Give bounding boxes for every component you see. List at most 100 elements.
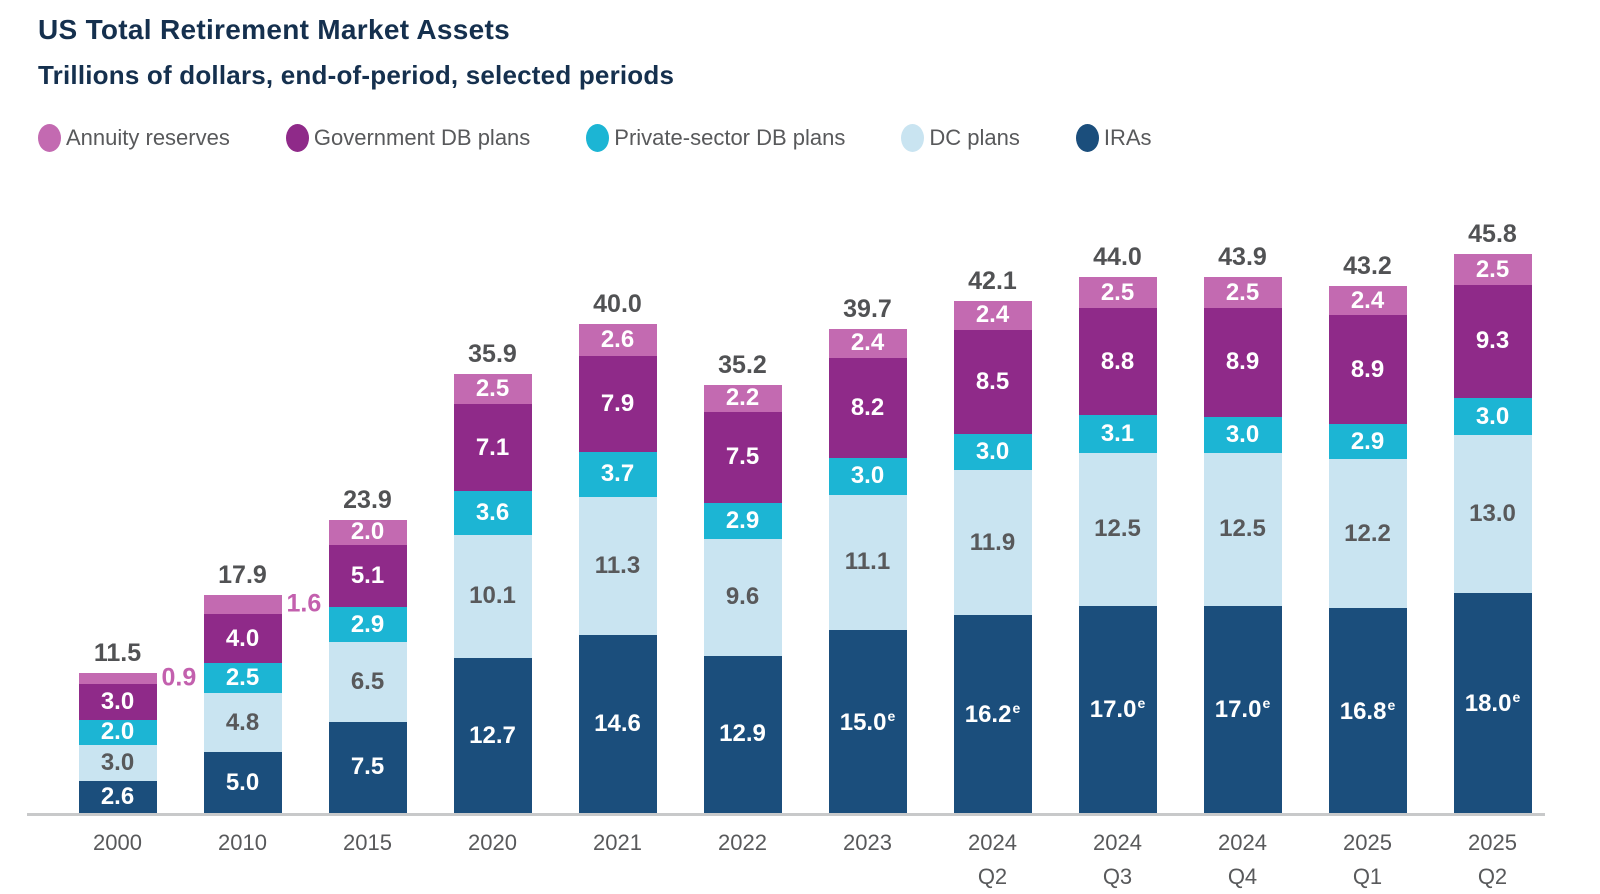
bar-stack: 1.6 4.0 2.5 4.8 5.0 xyxy=(203,591,321,813)
x-axis-label-2025-q2: 2025 Q2 xyxy=(1430,826,1555,894)
segment-label: 12.9 xyxy=(719,720,766,748)
x-axis-labels: 2000 2010 2015 2020 2021 2022 2023 2024 Q2 2024 Q3… xyxy=(55,826,1555,894)
x-axis-label-line: 2024 xyxy=(1093,830,1142,855)
segment-annuity-reserves xyxy=(203,594,282,615)
segment-iras: 12.7 xyxy=(453,658,532,813)
bar-group-2025-q2: 45.8 2.5 9.3 3.0 13.0 18.0e xyxy=(1430,222,1555,813)
legend-label: Annuity reserves xyxy=(66,125,230,150)
x-axis-label-line: 2000 xyxy=(93,830,142,855)
segment-annuity-reserves: 2.5 xyxy=(1453,254,1532,285)
x-axis-label-2010: 2010 xyxy=(180,826,305,894)
segment-label: 2.9 xyxy=(1350,427,1385,455)
segment-label: 8.5 xyxy=(975,367,1010,395)
x-axis-label-line: Q4 xyxy=(1227,864,1258,890)
segment-label: 3.0 xyxy=(100,748,135,776)
segment-private-sector-db-plans: 3.0 xyxy=(828,458,907,495)
segment-government-db-plans: 8.9 xyxy=(1328,315,1407,424)
segment-dc-plans: 11.3 xyxy=(578,497,657,635)
segment-label: 3.0 xyxy=(100,688,135,715)
estimate-flag: e xyxy=(1012,700,1021,717)
total-label: 45.8 xyxy=(1468,220,1517,249)
segment-label: 2.5 xyxy=(1475,255,1510,283)
x-axis-label-2024-q2: 2024 Q2 xyxy=(930,826,1055,894)
segment-government-db-plans: 7.5 xyxy=(703,411,782,504)
segment-private-sector-db-plans: 2.9 xyxy=(1328,423,1407,460)
segment-government-db-plans: 9.3 xyxy=(1453,284,1532,399)
legend-label: DC plans xyxy=(929,125,1020,150)
total-label: 35.2 xyxy=(718,350,767,379)
total-label: 43.9 xyxy=(1218,243,1267,272)
estimate-flag: e xyxy=(1387,696,1396,713)
estimate-flag: e xyxy=(1262,695,1271,712)
segment-label: 2.4 xyxy=(975,301,1010,329)
x-axis-label-line: Q2 xyxy=(1477,864,1508,890)
bar-group-2023: 39.7 2.4 8.2 3.0 11.1 15.0e xyxy=(805,296,930,813)
legend-item-government-db-plans: Government DB plans xyxy=(285,124,531,152)
x-axis-label-2024-q4: 2024 Q4 xyxy=(1180,826,1305,894)
segment-label-outside: 1.6 xyxy=(286,589,322,618)
segment-iras: 17.0e xyxy=(1078,605,1157,813)
segment-label: 5.0 xyxy=(225,768,260,796)
segment-annuity-reserves: 2.2 xyxy=(703,384,782,412)
x-axis-label-2025-q1: 2025 Q1 xyxy=(1305,826,1430,894)
x-axis-label-line: Q3 xyxy=(1102,864,1133,890)
total-label: 43.2 xyxy=(1343,252,1392,280)
segment-dc-plans: 6.5 xyxy=(328,642,407,722)
bar-stack: 2.5 7.1 3.6 10.1 12.7 xyxy=(453,373,532,813)
x-axis-label-line: 2024 xyxy=(968,830,1017,855)
bars-area: 11.5 0.9 3.0 2.0 3.0 2.6 17.9 1.6 4.0 2.5 4.8 5.0 23… xyxy=(55,213,1555,813)
segment-government-db-plans: 4.0 xyxy=(203,614,282,663)
segment-label: 14.6 xyxy=(594,709,641,737)
segment-annuity-reserves: 2.4 xyxy=(953,300,1032,330)
legend-dot-private-sector-db-plans-icon xyxy=(586,124,610,152)
bar-group-2024-q2: 42.1 2.4 8.5 3.0 11.9 16.2e xyxy=(930,268,1055,813)
segment-private-sector-db-plans: 3.0 xyxy=(953,433,1032,471)
segment-label-outside: 0.9 xyxy=(161,663,197,692)
total-label: 44.0 xyxy=(1093,243,1142,272)
segment-label: 4.0 xyxy=(225,624,260,652)
segment-label: 10.1 xyxy=(469,582,516,610)
segment-label: 3.0 xyxy=(850,462,885,490)
bar-stack: 2.2 7.5 2.9 9.6 12.9 xyxy=(703,384,782,813)
x-axis-label-line: 2025 xyxy=(1343,830,1392,855)
segment-label: 2.0 xyxy=(100,718,135,746)
x-axis-label-2021: 2021 xyxy=(555,826,680,894)
legend-item-iras: IRAs xyxy=(1075,124,1152,152)
bar-stack: 2.4 8.2 3.0 11.1 15.0e xyxy=(828,328,907,813)
legend-label: Government DB plans xyxy=(313,125,531,150)
segment-label: 2.9 xyxy=(725,506,760,534)
segment-dc-plans: 3.0 xyxy=(78,744,157,782)
segment-label: 8.2 xyxy=(850,393,885,421)
segment-label: 12.5 xyxy=(1219,515,1266,543)
segment-iras: 15.0e xyxy=(828,630,907,813)
segment-label: 3.0 xyxy=(1475,402,1510,430)
segment-label: 3.0 xyxy=(1225,420,1260,448)
bar-group-2010: 17.9 1.6 4.0 2.5 4.8 5.0 xyxy=(180,562,321,813)
bar-stack: 2.5 8.8 3.1 12.5 17.0e xyxy=(1078,277,1157,813)
segment-label: 3.0 xyxy=(975,437,1010,465)
legend-label: Private-sector DB plans xyxy=(614,125,846,150)
x-axis-label-line: 2022 xyxy=(718,830,767,855)
segment-label: 4.8 xyxy=(225,708,260,736)
legend-dot-government-db-plans-icon xyxy=(285,124,309,152)
segment-label: 11.9 xyxy=(969,528,1016,556)
segment-iras: 16.8e xyxy=(1328,608,1407,813)
estimate-flag: e xyxy=(887,707,896,724)
segment-label: 2.9 xyxy=(350,610,385,638)
segment-annuity-reserves: 2.5 xyxy=(1203,277,1282,308)
segment-label: 17.0e xyxy=(1089,695,1146,724)
x-axis-label-line: 2023 xyxy=(843,830,892,855)
legend-dot-iras-icon xyxy=(1075,124,1099,152)
segment-government-db-plans: 7.1 xyxy=(453,404,532,491)
segment-private-sector-db-plans: 2.9 xyxy=(703,503,782,539)
segment-label: 8.9 xyxy=(1225,348,1260,376)
bar-group-2024-q4: 43.9 2.5 8.9 3.0 12.5 17.0e xyxy=(1180,245,1305,813)
bar-group-2021: 40.0 2.6 7.9 3.7 11.3 14.6 xyxy=(555,289,680,813)
total-label: 40.0 xyxy=(593,289,642,318)
segment-private-sector-db-plans: 2.9 xyxy=(328,606,407,643)
bar-group-2000: 11.5 0.9 3.0 2.0 3.0 2.6 xyxy=(55,640,196,813)
segment-label: 2.5 xyxy=(225,664,260,692)
segment-label: 12.5 xyxy=(1094,515,1141,543)
segment-annuity-reserves xyxy=(78,672,157,684)
